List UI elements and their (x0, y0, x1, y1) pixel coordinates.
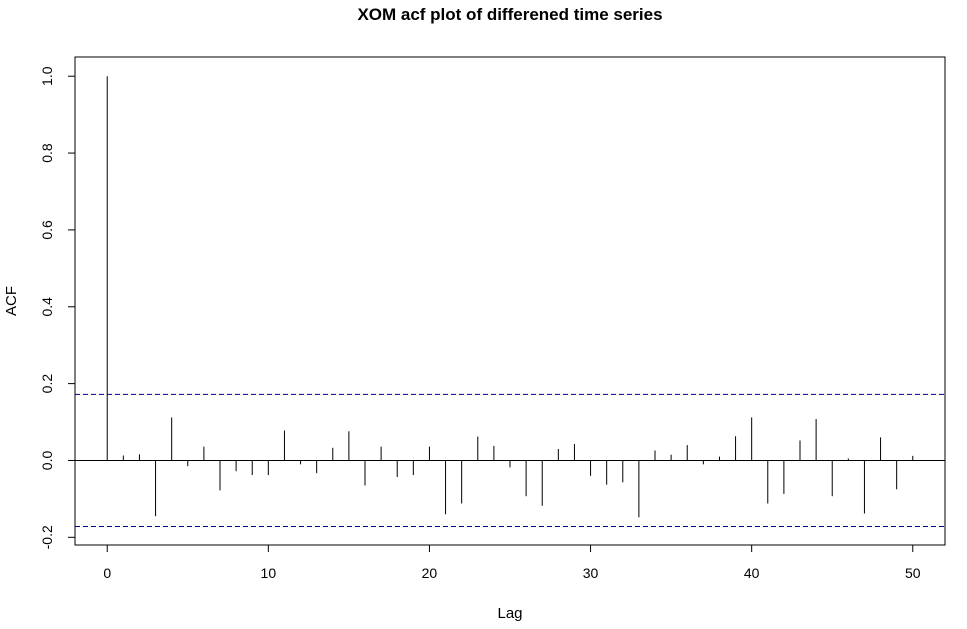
x-tick-label: 50 (905, 565, 921, 581)
x-tick-label: 30 (583, 565, 599, 581)
y-tick-label: 0.4 (39, 297, 55, 317)
acf-bars (106, 76, 914, 518)
x-tick-label: 0 (103, 565, 111, 581)
x-axis: 0 10 20 30 40 50 (103, 544, 921, 581)
y-axis-label: ACF (3, 286, 20, 316)
x-tick-label: 40 (744, 565, 760, 581)
y-tick-label: 0.6 (39, 220, 55, 240)
confidence-bounds (75, 393, 945, 528)
y-tick-label: -0.2 (39, 525, 55, 549)
y-tick-label: 1.0 (39, 66, 55, 86)
chart-title: XOM acf plot of differened time series (357, 5, 662, 24)
y-tick-label: 0.8 (39, 143, 55, 163)
plot-frame (74, 56, 946, 546)
x-axis-label: Lag (497, 605, 522, 622)
y-tick-label: 0.0 (39, 451, 55, 471)
y-axis: -0.2 0.0 0.2 0.4 0.6 0.8 1.0 (39, 66, 76, 549)
x-tick-label: 10 (261, 565, 277, 581)
x-tick-label: 20 (422, 565, 438, 581)
y-tick-label: 0.2 (39, 374, 55, 394)
